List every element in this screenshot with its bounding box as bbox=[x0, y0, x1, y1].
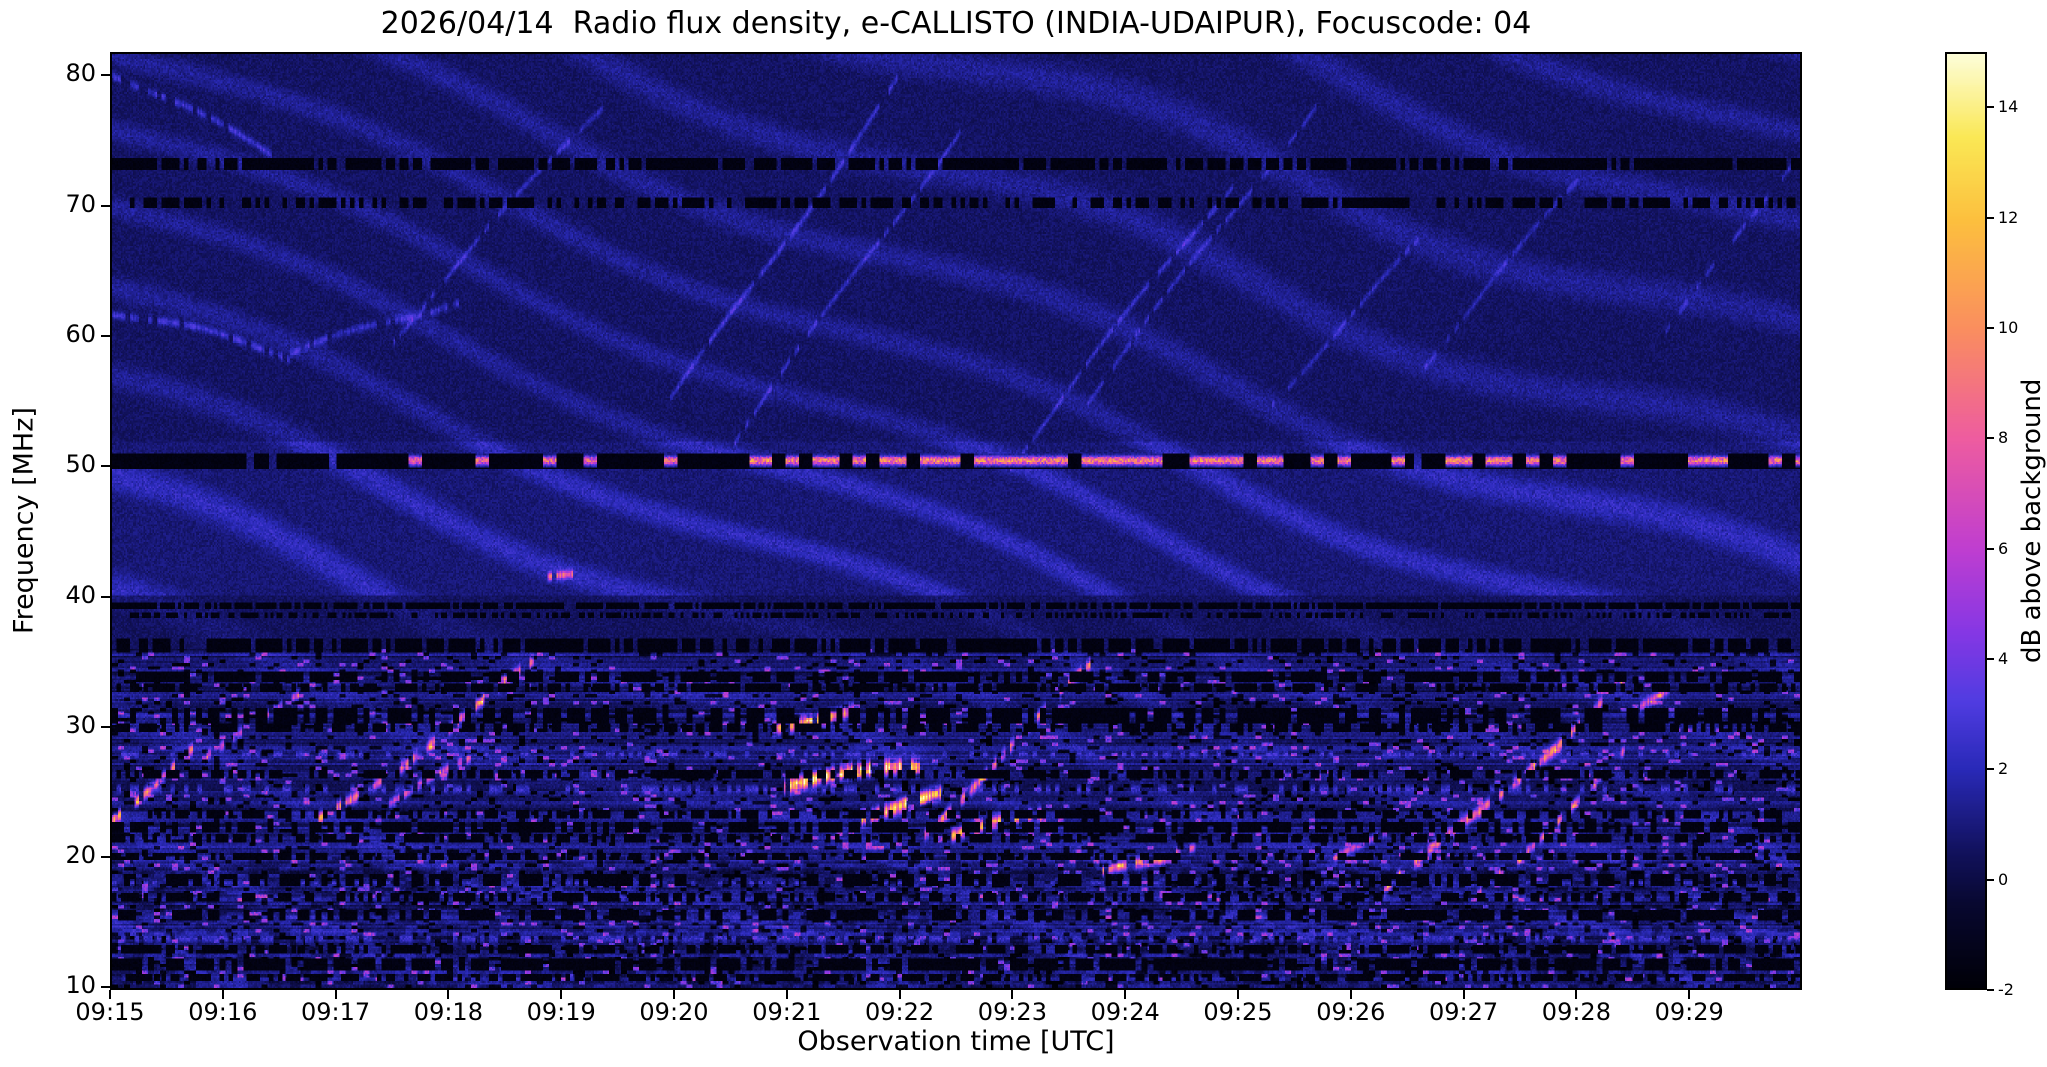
x-tick-label: 09:16 bbox=[188, 998, 258, 1026]
x-tickmark bbox=[447, 990, 450, 999]
x-tickmark bbox=[1124, 990, 1127, 999]
y-tick-label: 50 bbox=[65, 450, 96, 479]
x-tick-label: 09:26 bbox=[1316, 998, 1386, 1026]
colorbar-tickmark bbox=[1987, 989, 1994, 991]
x-tickmark bbox=[1237, 990, 1239, 999]
x-tickmark bbox=[560, 990, 563, 999]
colorbar-tick-label: 6 bbox=[1998, 538, 2009, 558]
y-tick-label: 80 bbox=[65, 59, 96, 88]
y-tickmark bbox=[101, 204, 110, 207]
x-tick-label: 09:24 bbox=[1090, 998, 1160, 1026]
y-tickmark bbox=[101, 465, 110, 468]
colorbar-tick-label: 14 bbox=[1998, 97, 2019, 117]
colorbar-canvas bbox=[1947, 54, 1985, 988]
y-tickmark bbox=[101, 595, 110, 598]
x-tick-label: 09:23 bbox=[977, 998, 1047, 1026]
y-tick-label: 20 bbox=[65, 841, 96, 870]
x-tickmark bbox=[898, 990, 901, 999]
spectrogram-canvas bbox=[112, 54, 1800, 988]
y-tickmark bbox=[101, 856, 110, 859]
colorbar-tickmark bbox=[1987, 437, 1994, 440]
colorbar-tickmark bbox=[1987, 106, 1994, 109]
x-tickmark bbox=[1349, 990, 1352, 999]
x-axis-label: Observation time [UTC] bbox=[797, 1026, 1115, 1057]
colorbar-tick-label: 8 bbox=[1998, 428, 2009, 448]
y-tick-label: 40 bbox=[65, 580, 96, 609]
y-tickmark bbox=[101, 335, 110, 337]
x-tickmark bbox=[1688, 990, 1691, 999]
colorbar-tick-label: -2 bbox=[1998, 980, 2014, 999]
colorbar-tick-label: 2 bbox=[1998, 759, 2009, 779]
x-tick-label: 09:22 bbox=[865, 998, 935, 1026]
y-tick-label: 70 bbox=[65, 189, 96, 218]
colorbar-tick-label: 10 bbox=[1998, 317, 2019, 337]
x-tick-label: 09:25 bbox=[1203, 998, 1273, 1026]
y-tick-label: 10 bbox=[65, 971, 96, 1000]
colorbar-tickmark bbox=[1987, 547, 1994, 550]
y-tick-label: 60 bbox=[65, 320, 96, 348]
y-tickmark bbox=[101, 986, 110, 989]
x-tick-label: 09:27 bbox=[1429, 998, 1499, 1026]
x-tickmark bbox=[1011, 990, 1014, 999]
y-tick-label: 30 bbox=[65, 710, 96, 739]
x-tickmark bbox=[1575, 990, 1578, 999]
chart-title: 2026/04/14 Radio flux density, e-CALLIST… bbox=[380, 6, 1532, 41]
colorbar bbox=[1945, 52, 1987, 990]
x-tickmark bbox=[785, 990, 788, 999]
colorbar-tickmark bbox=[1987, 216, 1994, 219]
colorbar-tick-label: 12 bbox=[1998, 207, 2019, 227]
x-tick-label: 09:20 bbox=[639, 998, 709, 1026]
colorbar-tickmark bbox=[1987, 326, 1994, 329]
colorbar-tickmark bbox=[1987, 657, 1994, 660]
x-tickmark bbox=[1462, 990, 1465, 999]
x-tick-label: 09:17 bbox=[301, 998, 371, 1026]
colorbar-tick-label: 4 bbox=[1998, 648, 2009, 668]
x-tick-label: 09:21 bbox=[752, 998, 822, 1026]
plot-area bbox=[110, 52, 1802, 990]
x-tick-label: 09:15 bbox=[75, 998, 145, 1026]
y-tickmark bbox=[101, 74, 110, 77]
x-tickmark bbox=[334, 990, 337, 999]
x-tick-label: 09:29 bbox=[1654, 998, 1724, 1026]
x-tick-label: 09:19 bbox=[526, 998, 596, 1026]
x-tick-label: 09:28 bbox=[1541, 998, 1611, 1026]
colorbar-label: dB above background bbox=[2017, 378, 2047, 664]
colorbar-tickmark bbox=[1987, 768, 1994, 771]
y-tickmark bbox=[101, 725, 110, 728]
colorbar-tickmark bbox=[1987, 878, 1994, 881]
x-tickmark bbox=[221, 990, 224, 999]
x-tickmark bbox=[673, 990, 675, 999]
x-tick-label: 09:18 bbox=[413, 998, 483, 1026]
colorbar-tick-label: 0 bbox=[1998, 869, 2009, 889]
x-tickmark bbox=[109, 990, 111, 999]
